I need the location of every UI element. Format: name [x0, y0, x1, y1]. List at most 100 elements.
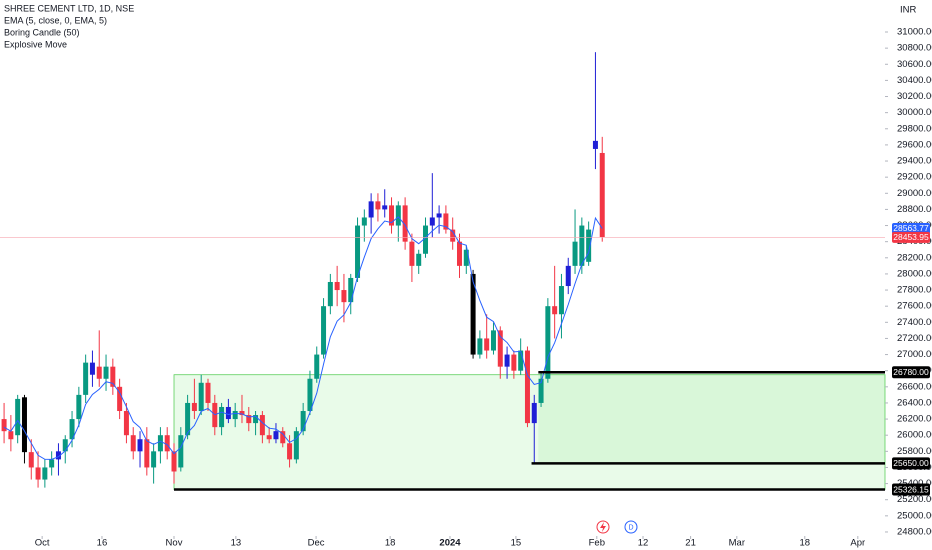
y-tick-label: 25000.00 — [897, 510, 932, 521]
candle-body — [538, 378, 544, 403]
y-tick-label: 26400.00 — [897, 397, 932, 408]
candle-body — [592, 140, 598, 149]
x-tick-label: Mar — [729, 538, 745, 549]
candle-body — [497, 330, 503, 367]
y-tick-label: 27200.00 — [897, 333, 932, 344]
candle-body — [599, 152, 605, 238]
y-tick-label: 27400.00 — [897, 317, 932, 328]
candle-body — [96, 366, 102, 379]
candle-body — [511, 354, 517, 371]
candle-body — [8, 431, 14, 440]
x-tick-label: 21 — [685, 538, 696, 549]
y-tick-label: 29800.00 — [897, 123, 932, 134]
candle-body — [429, 217, 435, 226]
candle-body — [382, 205, 388, 210]
candle-body — [423, 225, 429, 254]
x-tick-label: Apr — [850, 538, 865, 549]
candle-body — [62, 439, 68, 452]
candle-body — [157, 435, 163, 452]
level-label-bg — [892, 457, 930, 470]
candle-body — [49, 459, 55, 468]
candle-body — [368, 201, 374, 218]
indicator-label: EMA (5, close, 0, EMA, 5) — [4, 15, 107, 25]
chart-title: SHREE CEMENT LTD, 1D, NSE — [4, 3, 134, 13]
candle-body — [117, 386, 123, 412]
candle-body — [280, 431, 286, 444]
candle-body — [144, 439, 150, 468]
demand-zone — [538, 372, 885, 464]
candle-body — [355, 225, 361, 278]
x-tick-label: 18 — [800, 538, 811, 549]
candle-body — [178, 435, 184, 468]
candle-body — [470, 273, 476, 355]
x-tick-label: Feb — [589, 538, 605, 549]
candle-body — [253, 415, 259, 424]
y-tick-label: 29200.00 — [897, 172, 932, 183]
candle-body — [531, 402, 537, 424]
candle-body — [579, 225, 585, 266]
candle-body — [314, 354, 320, 379]
candle-body — [273, 431, 279, 440]
y-tick-label: 30000.00 — [897, 107, 932, 118]
x-tick-label: 18 — [385, 538, 396, 549]
candle-body — [572, 241, 578, 266]
price-label-bg — [892, 231, 930, 243]
candle-body — [1, 419, 7, 432]
candle-body — [232, 411, 238, 420]
y-tick-label: 29600.00 — [897, 139, 932, 150]
y-tick-label: 27000.00 — [897, 349, 932, 360]
y-tick-label: 27800.00 — [897, 285, 932, 296]
candle-body — [123, 411, 129, 436]
level-label-bg — [892, 483, 930, 496]
candle-body — [246, 415, 252, 424]
candle-body — [409, 241, 415, 266]
y-tick-label: 25800.00 — [897, 446, 932, 457]
y-tick-label: 26600.00 — [897, 381, 932, 392]
y-tick-label: 31000.00 — [897, 27, 932, 38]
candle-body — [171, 451, 177, 472]
candle-body — [450, 229, 456, 242]
level-label: 25326.15 — [893, 484, 929, 494]
candle-body — [586, 229, 592, 262]
candle-body — [15, 398, 21, 436]
candle-body — [504, 354, 510, 367]
candle-body — [89, 362, 95, 375]
price-label: 28453.95 — [893, 232, 929, 242]
currency: INR — [900, 5, 917, 16]
candle-body — [456, 241, 462, 266]
level-label: 25650.00 — [893, 458, 929, 468]
candle-body — [191, 402, 197, 412]
indicator-label: Boring Candle (50) — [4, 27, 80, 37]
indicator-label: Explosive Move — [4, 39, 67, 49]
price-label: 28563.77 — [893, 223, 929, 233]
candle-body — [83, 362, 89, 395]
candle-body — [164, 435, 170, 452]
y-tick-label: 26200.00 — [897, 414, 932, 425]
candle-body — [334, 281, 340, 291]
price-label-bg — [892, 222, 930, 234]
y-tick-label: 30600.00 — [897, 59, 932, 70]
candle-body — [259, 415, 265, 436]
candle-body — [341, 290, 347, 303]
candle-body — [69, 419, 75, 440]
plot — [1, 52, 605, 488]
dividend-icon[interactable]: D — [624, 520, 638, 534]
y-tick-label: 28000.00 — [897, 268, 932, 279]
candle-body — [402, 205, 408, 242]
candle-body — [225, 406, 231, 420]
x-tick-label: 13 — [231, 538, 242, 549]
candle-body — [300, 411, 306, 432]
x-tick-label: 15 — [511, 538, 522, 549]
x-tick-label: Nov — [166, 538, 183, 549]
candle-body — [416, 253, 422, 266]
candle-body — [307, 378, 313, 412]
candle-body — [35, 467, 41, 480]
y-tick-label: 28200.00 — [897, 252, 932, 263]
earnings-icon[interactable] — [596, 520, 610, 534]
candle-body — [361, 217, 367, 226]
candle-body — [436, 213, 442, 218]
candle-body — [21, 397, 27, 453]
candle-body — [130, 435, 136, 452]
y-tick-label: 24800.00 — [897, 526, 932, 537]
